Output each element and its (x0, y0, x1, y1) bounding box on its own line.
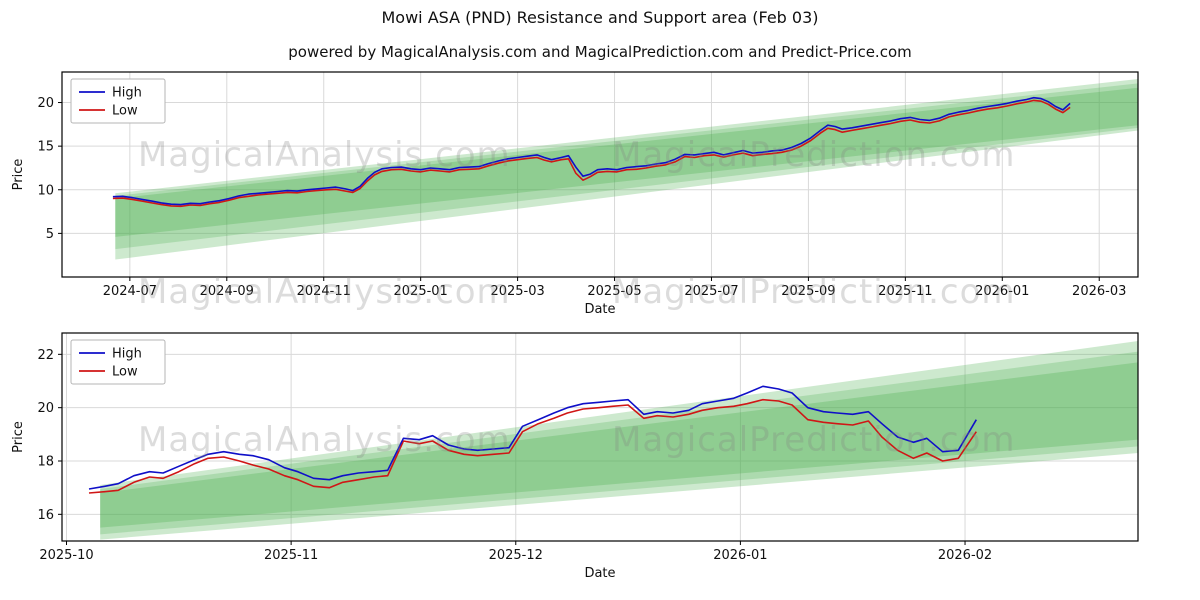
x-tick-label: 2025-11 (878, 284, 932, 299)
x-axis-label: Date (584, 302, 615, 317)
x-tick-label: 2025-09 (781, 284, 835, 299)
y-tick-label: 18 (37, 455, 54, 470)
x-tick-label: 2025-11 (264, 548, 318, 563)
legend-label: High (112, 86, 142, 101)
y-tick-label: 22 (37, 348, 54, 363)
high-line (112, 96, 1071, 206)
x-tick-label: 2026-03 (1072, 284, 1126, 299)
legend-label: High (112, 347, 142, 362)
y-tick-label: 20 (37, 96, 54, 111)
y-tick-label: 10 (37, 183, 54, 198)
legend-label: Low (112, 365, 138, 380)
legend-label: Low (112, 104, 138, 119)
figure-title: Mowi ASA (PND) Resistance and Support ar… (381, 8, 819, 27)
support-resistance-band (100, 362, 1139, 528)
plot-border (61, 71, 1139, 278)
y-tick-label: 20 (37, 401, 54, 416)
x-tick-label: 2024-07 (103, 284, 157, 299)
figure-subtitle: powered by MagicalAnalysis.com and Magic… (288, 43, 912, 61)
support-resistance-band (100, 341, 1139, 540)
plot-area (62, 72, 1138, 277)
x-tick-label: 2025-07 (684, 284, 738, 299)
y-tick-label: 5 (46, 227, 54, 242)
x-tick-label: 2025-05 (587, 284, 641, 299)
legend (70, 339, 166, 385)
low-line (88, 398, 977, 494)
y-axis-label: Price (11, 421, 26, 453)
y-tick-label: 15 (37, 140, 54, 155)
legend (70, 78, 166, 124)
plot-area (62, 333, 1138, 541)
x-tick-label: 2025-10 (39, 548, 93, 563)
support-resistance-band (100, 351, 1139, 535)
y-axis-label: Price (11, 159, 26, 191)
x-axis-label: Date (584, 566, 615, 581)
x-tick-label: 2024-11 (297, 284, 351, 299)
x-tick-label: 2025-12 (489, 548, 543, 563)
y-tick-label: 16 (37, 508, 54, 523)
x-tick-label: 2024-09 (200, 284, 254, 299)
x-tick-label: 2025-03 (490, 284, 544, 299)
plot-border (61, 332, 1139, 542)
high-line (88, 385, 977, 490)
x-tick-label: 2026-01 (975, 284, 1029, 299)
low-line (112, 99, 1071, 208)
x-tick-label: 2026-01 (713, 548, 767, 563)
x-tick-label: 2025-01 (394, 284, 448, 299)
x-tick-label: 2026-02 (938, 548, 992, 563)
